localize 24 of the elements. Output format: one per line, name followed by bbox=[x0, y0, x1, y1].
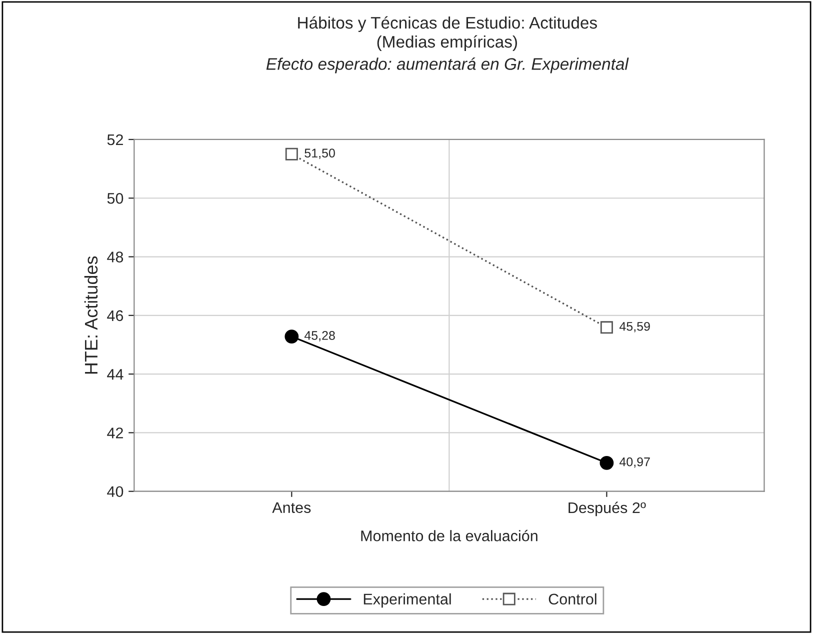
y-tick-label: 52 bbox=[107, 134, 123, 146]
text: Efecto esperado: aumentará en Gr. Experimental bbox=[266, 57, 629, 74]
data-label: 51,50 bbox=[304, 148, 335, 159]
y-axis-title: HTE: Actitudes bbox=[84, 256, 98, 374]
data-label: 40,97 bbox=[619, 457, 650, 468]
y-tick-label: 42 bbox=[107, 428, 123, 438]
x-tick-label: Antes bbox=[272, 502, 311, 513]
point bbox=[284, 330, 299, 344]
data-label: 45,28 bbox=[304, 331, 335, 342]
chart-subtitle: (Medias empíricas) bbox=[377, 35, 517, 52]
y-tick-label: 40 bbox=[107, 486, 124, 498]
y-tick-label: 48 bbox=[107, 252, 124, 262]
point bbox=[600, 321, 613, 334]
legend-label: Experimental bbox=[364, 593, 451, 608]
point bbox=[600, 456, 614, 470]
point bbox=[285, 148, 298, 160]
chart-title: Hábitos y Técnicas de Estudio: Actitudes bbox=[298, 16, 597, 32]
x-tick-label: Después 2º bbox=[568, 502, 646, 516]
y-tick-label: 50 bbox=[107, 192, 124, 204]
y-tick-label: 46 bbox=[107, 310, 124, 322]
legend-label: Control bbox=[548, 593, 596, 605]
data-label: 45,59 bbox=[619, 322, 650, 332]
y-tick-label: 44 bbox=[107, 369, 124, 380]
x-axis-title: Momento de la evaluación bbox=[361, 530, 538, 542]
